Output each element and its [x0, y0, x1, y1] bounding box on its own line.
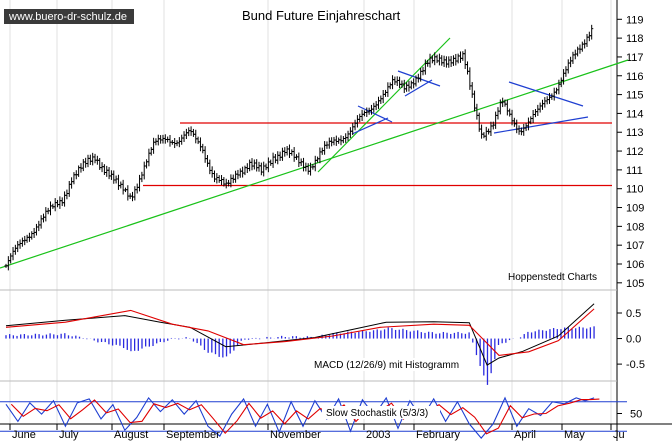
- macd-tick-label--0.5: -0.5: [626, 359, 645, 371]
- month-label-8: May: [564, 429, 585, 441]
- watermark-box: [4, 9, 134, 24]
- macd-tick-label-0.5: 0.5: [626, 308, 641, 320]
- source-label: Hoppenstedt Charts: [508, 272, 597, 283]
- price-tick-label-105: 105: [626, 278, 644, 290]
- month-label-2: August: [114, 429, 148, 441]
- watermark-text: www.buero-dr-schulz.de: [8, 11, 127, 23]
- stochastic-tick-label-50: 50: [630, 409, 642, 421]
- price-tick-label-111: 111: [626, 165, 643, 177]
- chart-title: Bund Future Einjahreschart: [242, 8, 401, 23]
- month-label-1: July: [59, 429, 79, 441]
- month-label-7: April: [514, 429, 536, 441]
- stochastic-label-box: [322, 406, 440, 419]
- price-tick-label-106: 106: [626, 259, 644, 271]
- price-tick-label-115: 115: [626, 90, 644, 102]
- flag-lower-line-2: [404, 79, 433, 97]
- macd-axis-ticks: 0.5 0.0 -0.5: [617, 308, 645, 371]
- macd-signal-line: [5, 308, 595, 356]
- long-term-uptrend-line: [0, 59, 629, 269]
- macd-label-box: [310, 358, 466, 371]
- stochastic-axis-ticks: 50: [617, 409, 642, 421]
- price-tick-label-110: 110: [626, 184, 644, 196]
- flag-lower-line-1: [351, 117, 389, 135]
- month-label-0: June: [12, 429, 36, 441]
- stochastic-k-line: [5, 396, 595, 439]
- price-tick-label-109: 109: [626, 203, 644, 215]
- triangle-upper-line: [508, 81, 584, 107]
- macd-line: [5, 303, 595, 366]
- macd-label: MACD (12/26/9) mit Histogramm: [314, 360, 459, 371]
- month-labels: June July August September November 2003 Febru…: [9, 424, 625, 441]
- price-tick-label-119: 119: [626, 14, 644, 26]
- price-tick-label-112: 112: [626, 146, 644, 158]
- price-tick-label-108: 108: [626, 221, 644, 233]
- month-label-9: Ju: [613, 429, 625, 441]
- price-tick-label-117: 117: [626, 52, 644, 64]
- price-tick-label-118: 118: [626, 33, 644, 45]
- price-tick-label-113: 113: [626, 127, 644, 139]
- triangle-lower-line: [493, 116, 589, 134]
- price-tick-label-116: 116: [626, 71, 644, 83]
- month-label-4: November: [270, 429, 321, 441]
- stochastic-label: Slow Stochastik (5/3/3): [326, 408, 428, 419]
- stochastic-d-line: [10, 398, 600, 435]
- macd-tick-label-0: 0.0: [626, 334, 641, 346]
- vertical-gridlines: [9, 0, 612, 424]
- price-tick-label-107: 107: [626, 240, 644, 252]
- price-bars: [4, 24, 594, 271]
- month-label-5: 2003: [366, 429, 390, 441]
- price-axis-ticks: 105 106 107 108 109 110 111 112 113 114 115 116 117 1…: [617, 14, 644, 290]
- price-tick-label-114: 114: [626, 108, 644, 120]
- month-label-3: September: [166, 429, 220, 441]
- month-label-6: February: [416, 429, 461, 441]
